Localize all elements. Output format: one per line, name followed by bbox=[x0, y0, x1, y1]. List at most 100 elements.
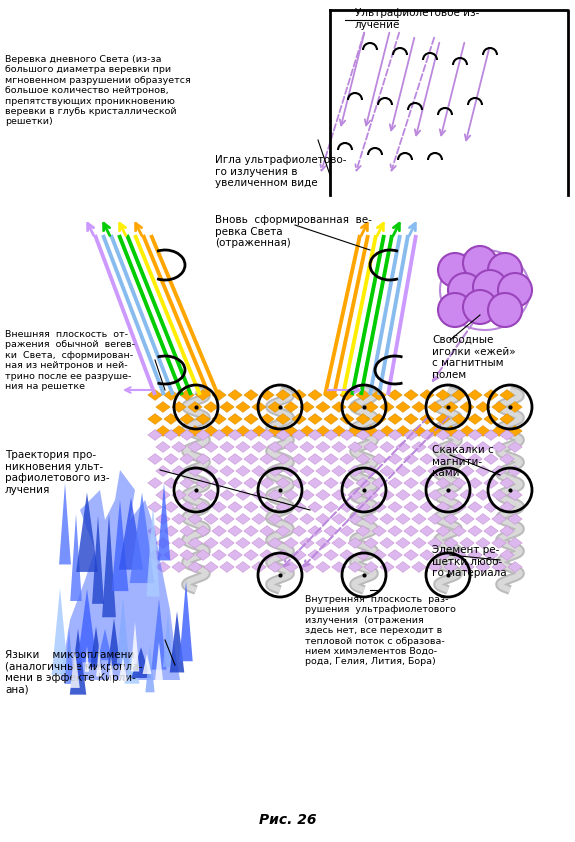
Polygon shape bbox=[388, 390, 402, 401]
Polygon shape bbox=[292, 550, 306, 561]
Polygon shape bbox=[372, 413, 386, 424]
Polygon shape bbox=[316, 402, 330, 413]
Polygon shape bbox=[308, 390, 322, 401]
Circle shape bbox=[473, 270, 507, 304]
Polygon shape bbox=[180, 550, 194, 561]
Polygon shape bbox=[404, 525, 418, 536]
Polygon shape bbox=[332, 466, 346, 477]
Polygon shape bbox=[356, 550, 370, 561]
Polygon shape bbox=[188, 562, 202, 573]
Polygon shape bbox=[412, 441, 426, 452]
Polygon shape bbox=[196, 550, 210, 561]
Polygon shape bbox=[348, 425, 362, 436]
Polygon shape bbox=[236, 489, 250, 500]
Polygon shape bbox=[276, 454, 290, 465]
Polygon shape bbox=[436, 550, 450, 561]
Polygon shape bbox=[180, 525, 194, 536]
Polygon shape bbox=[348, 562, 362, 573]
Polygon shape bbox=[444, 441, 458, 452]
Polygon shape bbox=[300, 514, 314, 525]
Text: Вновь  сформированная  ве-
ревка Света
(отраженная): Вновь сформированная ве- ревка Света (от… bbox=[215, 215, 372, 248]
Polygon shape bbox=[484, 390, 498, 401]
Polygon shape bbox=[260, 390, 274, 401]
Polygon shape bbox=[64, 627, 74, 684]
Polygon shape bbox=[500, 454, 514, 465]
Polygon shape bbox=[356, 502, 370, 513]
Polygon shape bbox=[332, 514, 346, 525]
Polygon shape bbox=[372, 550, 386, 561]
Polygon shape bbox=[404, 390, 418, 401]
Polygon shape bbox=[452, 413, 466, 424]
Polygon shape bbox=[380, 489, 394, 500]
Polygon shape bbox=[164, 454, 178, 465]
Polygon shape bbox=[428, 537, 442, 548]
Polygon shape bbox=[284, 489, 298, 500]
Polygon shape bbox=[170, 611, 184, 673]
Polygon shape bbox=[156, 489, 170, 500]
Polygon shape bbox=[492, 537, 506, 548]
Polygon shape bbox=[292, 454, 306, 465]
Polygon shape bbox=[308, 525, 322, 536]
Polygon shape bbox=[396, 489, 410, 500]
Polygon shape bbox=[268, 562, 282, 573]
Polygon shape bbox=[244, 502, 258, 513]
Polygon shape bbox=[180, 429, 194, 440]
Polygon shape bbox=[118, 657, 128, 681]
Polygon shape bbox=[444, 562, 458, 573]
Polygon shape bbox=[212, 550, 226, 561]
Polygon shape bbox=[236, 514, 250, 525]
Polygon shape bbox=[188, 489, 202, 500]
Polygon shape bbox=[452, 550, 466, 561]
Polygon shape bbox=[78, 589, 97, 663]
Polygon shape bbox=[508, 562, 522, 573]
Polygon shape bbox=[244, 550, 258, 561]
Polygon shape bbox=[300, 537, 314, 548]
Polygon shape bbox=[260, 429, 274, 440]
Polygon shape bbox=[388, 413, 402, 424]
Polygon shape bbox=[428, 562, 442, 573]
Polygon shape bbox=[112, 500, 128, 591]
Polygon shape bbox=[70, 650, 80, 688]
Polygon shape bbox=[476, 514, 490, 525]
Polygon shape bbox=[492, 514, 506, 525]
Polygon shape bbox=[52, 588, 68, 675]
Polygon shape bbox=[316, 537, 330, 548]
Polygon shape bbox=[188, 514, 202, 525]
Polygon shape bbox=[244, 413, 258, 424]
Polygon shape bbox=[164, 525, 178, 536]
Polygon shape bbox=[85, 646, 89, 672]
Polygon shape bbox=[148, 413, 162, 424]
Polygon shape bbox=[324, 525, 338, 536]
Polygon shape bbox=[60, 470, 180, 680]
Polygon shape bbox=[364, 441, 378, 452]
Polygon shape bbox=[348, 466, 362, 477]
Polygon shape bbox=[452, 454, 466, 465]
Polygon shape bbox=[158, 483, 170, 561]
Polygon shape bbox=[348, 489, 362, 500]
Polygon shape bbox=[356, 454, 370, 465]
Polygon shape bbox=[220, 402, 234, 413]
Polygon shape bbox=[476, 425, 490, 436]
Polygon shape bbox=[476, 402, 490, 413]
Polygon shape bbox=[492, 441, 506, 452]
Polygon shape bbox=[212, 390, 226, 401]
Polygon shape bbox=[484, 429, 498, 440]
Polygon shape bbox=[484, 502, 498, 513]
Polygon shape bbox=[148, 390, 162, 401]
Polygon shape bbox=[428, 514, 442, 525]
Polygon shape bbox=[372, 429, 386, 440]
Polygon shape bbox=[244, 477, 258, 488]
Text: Свободные
иголки «ежей»
с магнитным
полем: Свободные иголки «ежей» с магнитным поле… bbox=[432, 335, 516, 380]
Polygon shape bbox=[131, 622, 139, 671]
Polygon shape bbox=[252, 489, 266, 500]
Polygon shape bbox=[172, 402, 186, 413]
Text: Веревка дневного Света (из-за
большого диаметра веревки при
мгновенном разрушени: Веревка дневного Света (из-за большого д… bbox=[5, 55, 191, 126]
Polygon shape bbox=[108, 656, 114, 686]
Polygon shape bbox=[436, 454, 450, 465]
Polygon shape bbox=[212, 454, 226, 465]
Polygon shape bbox=[380, 514, 394, 525]
Polygon shape bbox=[468, 550, 482, 561]
Polygon shape bbox=[316, 489, 330, 500]
Polygon shape bbox=[412, 489, 426, 500]
Polygon shape bbox=[300, 425, 314, 436]
